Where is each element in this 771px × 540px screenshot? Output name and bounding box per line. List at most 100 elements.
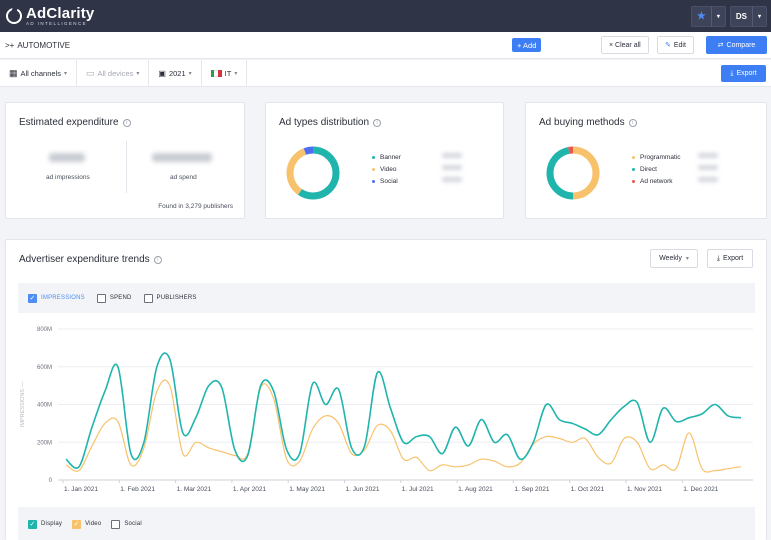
legend-dot	[632, 180, 635, 183]
legend-dot	[372, 168, 375, 171]
x-tick-label: 1. Nov 2021	[627, 486, 662, 493]
legend-dot	[372, 156, 375, 159]
ad-types-card: Ad types distribution i Banner Video Soc…	[265, 102, 504, 219]
info-icon[interactable]: i	[122, 118, 131, 127]
donut-slice-ad-network	[546, 146, 600, 200]
export-button[interactable]: ⤓ Export	[721, 65, 766, 82]
devices-filter[interactable]: ▭ All devices ▾	[77, 59, 150, 87]
top-bar: AdClarity AD INTELLIGENCE ★ ▾ DS ▾	[0, 0, 771, 32]
x-tick-label: 1. Jan 2021	[64, 486, 98, 493]
breadcrumb-arrow-icon: >+	[5, 40, 15, 50]
x-tick-label: 1. Sep 2021	[514, 486, 549, 493]
checkbox-icon	[111, 519, 121, 529]
breadcrumb: >+ AUTOMOTIVE	[5, 41, 70, 50]
info-icon[interactable]: i	[373, 118, 382, 127]
year-label: 2021	[168, 68, 186, 78]
clear-all-label: × Clear all	[609, 41, 641, 49]
info-icon[interactable]: i	[153, 255, 162, 264]
ad-types-title: Ad types distribution	[279, 117, 370, 128]
legend-label: Direct	[640, 166, 657, 173]
estimated-title: Estimated expenditure	[19, 117, 119, 128]
legend-programmatic: Programmatic	[632, 154, 680, 161]
app-logo[interactable]: AdClarity AD INTELLIGENCE	[6, 6, 94, 27]
legend-dot	[372, 180, 375, 183]
edit-button[interactable]: ✎ Edit	[657, 36, 694, 54]
impressions-label: ad impressions	[46, 174, 90, 181]
legend-dot	[632, 168, 635, 171]
x-tick-label: 1. Oct 2021	[571, 486, 605, 493]
channels-label: All channels	[20, 68, 61, 78]
compare-icon: ⇄	[717, 42, 724, 49]
checkbox-checked-icon: ✓	[72, 519, 82, 529]
chevron-down-icon: ▾	[63, 70, 67, 77]
legend-label: Video	[380, 166, 397, 173]
add-button[interactable]: + Add	[512, 38, 542, 52]
clear-all-button[interactable]: × Clear all	[601, 36, 649, 54]
compare-label: Compare	[726, 41, 756, 49]
pencil-icon: ✎	[665, 42, 671, 49]
x-tick-label: 1. Apr 2021	[233, 486, 267, 493]
year-filter[interactable]: ▣ 2021 ▾	[149, 59, 202, 87]
metric-label: PUBLISHERS	[156, 295, 197, 301]
chevron-down-icon: ▾	[685, 256, 689, 262]
legend-social: Social	[372, 178, 398, 185]
metric-impressions-checkbox[interactable]: ✓ IMPRESSIONS	[28, 293, 85, 303]
chevron-down-icon: ▾	[751, 7, 766, 26]
country-filter[interactable]: IT ▾	[202, 59, 248, 87]
estimated-expenditure-card: Estimated expenditure i ad impressions a…	[5, 102, 245, 219]
filter-bar: ▦ All channels ▾ ▭ All devices ▾ ▣ 2021 …	[0, 59, 771, 87]
grid-icon: ▦	[9, 67, 18, 78]
trends-export-button[interactable]: ⤓ Export	[707, 249, 753, 268]
legend-value	[698, 177, 718, 182]
monitor-icon: ▭	[85, 67, 95, 78]
card-title: Advertiser expenditure trends i	[19, 254, 162, 265]
x-tick-label: 1. May 2021	[289, 486, 325, 493]
action-bar: >+ AUTOMOTIVE + Add × Clear all ✎ Edit ⇄…	[0, 32, 771, 59]
y-tick-label: 800M	[37, 327, 52, 333]
card-title: Estimated expenditure i	[19, 117, 131, 128]
legend-video: Video	[372, 166, 397, 173]
series-line-display	[65, 352, 742, 469]
devices-label: All devices	[97, 68, 134, 78]
metric-publishers-checkbox[interactable]: PUBLISHERS	[143, 293, 197, 303]
metric-spend-checkbox[interactable]: SPEND	[96, 293, 132, 303]
legend-value	[442, 153, 462, 158]
favorites-button[interactable]: ★ ▾	[690, 6, 726, 27]
publishers-found: Found in 3,279 publishers	[158, 203, 233, 210]
channels-filter[interactable]: ▦ All channels ▾	[0, 59, 77, 87]
compare-button[interactable]: ⇄ Compare	[706, 36, 767, 54]
trends-title: Advertiser expenditure trends	[19, 254, 150, 265]
legend-value	[442, 165, 462, 170]
donut-slice-direct	[546, 146, 600, 200]
export-label: Export	[722, 255, 744, 262]
x-tick-label: 1. Jul 2021	[402, 486, 434, 493]
y-axis-label: IMPRESSIONS —	[20, 381, 26, 427]
export-label: Export	[736, 70, 757, 77]
ad-buying-donut	[546, 146, 600, 200]
period-label: Weekly	[659, 255, 682, 262]
legend-dot	[632, 156, 635, 159]
trend-chart: 0 200M 400M 600M 800M IMPRESSIONS — 1. Jan 202…	[20, 327, 753, 493]
breadcrumb-label[interactable]: AUTOMOTIVE	[17, 40, 71, 50]
checkbox-checked-icon: ✓	[28, 519, 37, 529]
info-icon[interactable]: i	[628, 118, 637, 127]
download-icon: ⤓	[716, 254, 720, 262]
series-video-checkbox[interactable]: ✓ Video	[72, 519, 101, 529]
y-tick-label: 0	[49, 478, 53, 484]
period-select[interactable]: Weekly ▾	[650, 249, 698, 268]
chevron-down-icon: ▾	[710, 7, 725, 26]
legend-label: Ad network	[640, 178, 673, 185]
logo-icon	[6, 8, 22, 24]
ad-types-donut	[286, 146, 340, 200]
divider	[126, 141, 127, 193]
country-label: IT	[224, 68, 232, 78]
user-menu-button[interactable]: DS ▾	[729, 6, 767, 27]
chevron-down-icon: ▾	[234, 70, 238, 77]
app-subtitle: AD INTELLIGENCE	[26, 20, 88, 26]
impressions-value	[49, 153, 85, 162]
x-tick-label: 1. Aug 2021	[458, 486, 493, 493]
x-tick-label: 1. Dec 2021	[683, 486, 718, 493]
series-display-checkbox[interactable]: ✓ Display	[28, 519, 62, 529]
series-social-checkbox[interactable]: Social	[111, 519, 142, 529]
x-tick-label: 1. Feb 2021	[120, 486, 155, 493]
